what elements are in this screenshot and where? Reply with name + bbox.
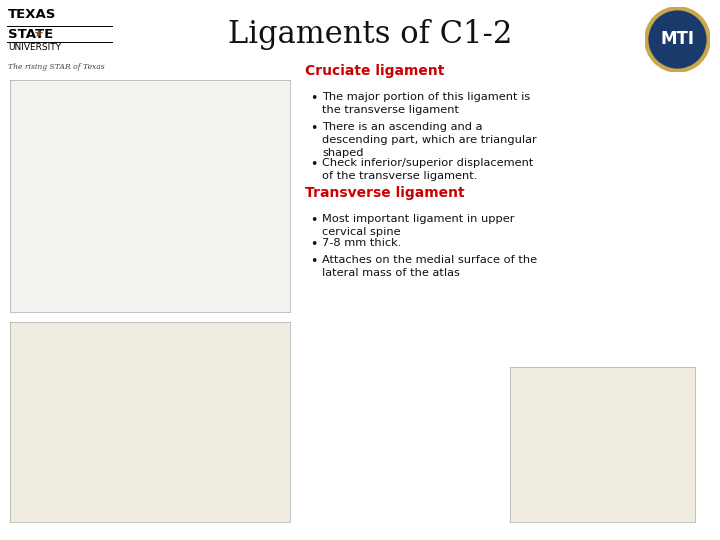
Text: •: •: [310, 122, 318, 135]
Text: STATE: STATE: [8, 28, 53, 41]
Text: ★: ★: [33, 30, 43, 40]
Text: Most important ligament in upper
cervical spine: Most important ligament in upper cervica…: [322, 214, 515, 237]
Text: Check inferior/superior displacement
of the transverse ligament.: Check inferior/superior displacement of …: [322, 158, 534, 181]
Text: •: •: [310, 92, 318, 105]
Text: 7-8 mm thick.: 7-8 mm thick.: [322, 238, 401, 248]
Text: Ligaments of C1-2: Ligaments of C1-2: [228, 19, 512, 50]
Text: Cruciate ligament: Cruciate ligament: [305, 64, 444, 78]
Text: MTI: MTI: [660, 30, 695, 49]
Text: Attaches on the medial surface of the
lateral mass of the atlas: Attaches on the medial surface of the la…: [322, 255, 537, 278]
Text: Transverse ligament: Transverse ligament: [305, 186, 464, 200]
Text: •: •: [310, 255, 318, 268]
Text: •: •: [310, 238, 318, 251]
Text: The major portion of this ligament is
the transverse ligament: The major portion of this ligament is th…: [322, 92, 530, 115]
Text: UNIVERSITY: UNIVERSITY: [8, 43, 61, 52]
Text: •: •: [310, 214, 318, 227]
Text: •: •: [310, 158, 318, 171]
Text: The rising STAR of Texas: The rising STAR of Texas: [8, 63, 104, 71]
Text: TEXAS: TEXAS: [8, 8, 56, 21]
Text: There is an ascending and a
descending part, which are triangular
shaped: There is an ascending and a descending p…: [322, 122, 536, 158]
Circle shape: [647, 8, 708, 71]
